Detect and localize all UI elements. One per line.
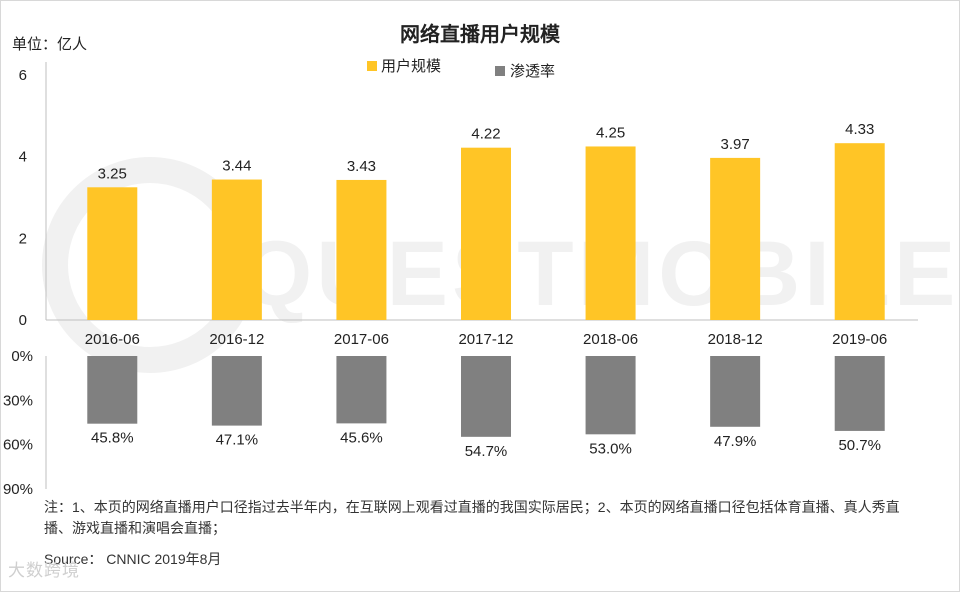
data-label-rate: 50.7% xyxy=(838,437,881,454)
y-tick-label-rate: 90% xyxy=(3,481,33,498)
x-tick-label: 2018-06 xyxy=(583,331,638,348)
bar-rate xyxy=(834,356,885,431)
source-label: Source： CNNIC 2019年8月 xyxy=(44,551,222,567)
y-tick-label: 6 xyxy=(19,67,27,84)
data-label-users: 4.25 xyxy=(596,124,625,141)
bar-rate xyxy=(211,356,262,426)
y-tick-label-rate: 0% xyxy=(11,348,33,365)
x-tick-label: 2016-06 xyxy=(85,331,140,348)
y-tick-label-rate: 30% xyxy=(3,392,33,409)
legend-swatch-users xyxy=(367,61,377,71)
y-tick-label-rate: 60% xyxy=(3,437,33,454)
data-label-rate: 54.7% xyxy=(465,443,508,460)
data-label-users: 4.22 xyxy=(471,126,500,143)
data-label-users: 3.97 xyxy=(721,136,750,153)
users-chart: 0 2 4 6 3.25 2016-06 3.44 2016-12 3.43 2017-06 4.2… xyxy=(19,62,918,348)
rate-chart: 0% 30% 60% 90% 45.8% 47.1% 45.6% 54.7% 53.0% 47.9… xyxy=(3,348,885,498)
x-tick-label: 2017-06 xyxy=(334,331,389,348)
bar-rate xyxy=(585,356,636,435)
legend-label-rate: 渗透率 xyxy=(510,63,555,80)
unit-label: 单位：亿人 xyxy=(12,36,88,53)
data-label-rate: 47.1% xyxy=(216,432,259,449)
bar-rate xyxy=(461,356,511,437)
footnote: 注：1、本页的网络直播用户口径指过去半年内，在互联网上观看过直播的我国实际居民；… xyxy=(44,499,900,536)
bar-users xyxy=(710,157,761,320)
data-label-rate: 45.6% xyxy=(340,429,383,446)
legend-label-users: 用户规模 xyxy=(381,58,441,75)
data-label-users: 3.25 xyxy=(98,165,127,182)
bar-users xyxy=(834,143,885,320)
bar-users xyxy=(461,147,511,320)
bar-users xyxy=(585,146,636,320)
y-tick-label: 2 xyxy=(19,230,27,247)
bar-rate xyxy=(87,356,138,424)
legend-swatch-rate xyxy=(495,66,505,76)
bar-rate xyxy=(710,356,761,427)
bar-users xyxy=(211,179,262,320)
data-label-users: 3.44 xyxy=(222,158,251,175)
data-label-rate: 53.0% xyxy=(589,440,632,457)
y-tick-label: 4 xyxy=(19,149,27,166)
bar-users xyxy=(87,187,138,320)
x-tick-label: 2017-12 xyxy=(458,331,513,348)
bar-rate xyxy=(336,356,387,424)
data-label-users: 4.33 xyxy=(845,121,874,138)
data-label-users: 3.43 xyxy=(347,158,376,175)
x-tick-label: 2018-12 xyxy=(708,331,763,348)
data-label-rate: 45.8% xyxy=(91,430,134,447)
bottom-logo: 大数跨境 xyxy=(8,561,80,580)
x-tick-label: 2016-12 xyxy=(209,331,264,348)
y-tick-label: 0 xyxy=(19,312,27,329)
data-label-rate: 47.9% xyxy=(714,433,757,450)
legend: 用户规模 渗透率 xyxy=(367,58,555,80)
chart-title: 网络直播用户规模 xyxy=(400,24,560,46)
bar-users xyxy=(336,179,387,320)
x-tick-label: 2019-06 xyxy=(832,331,887,348)
